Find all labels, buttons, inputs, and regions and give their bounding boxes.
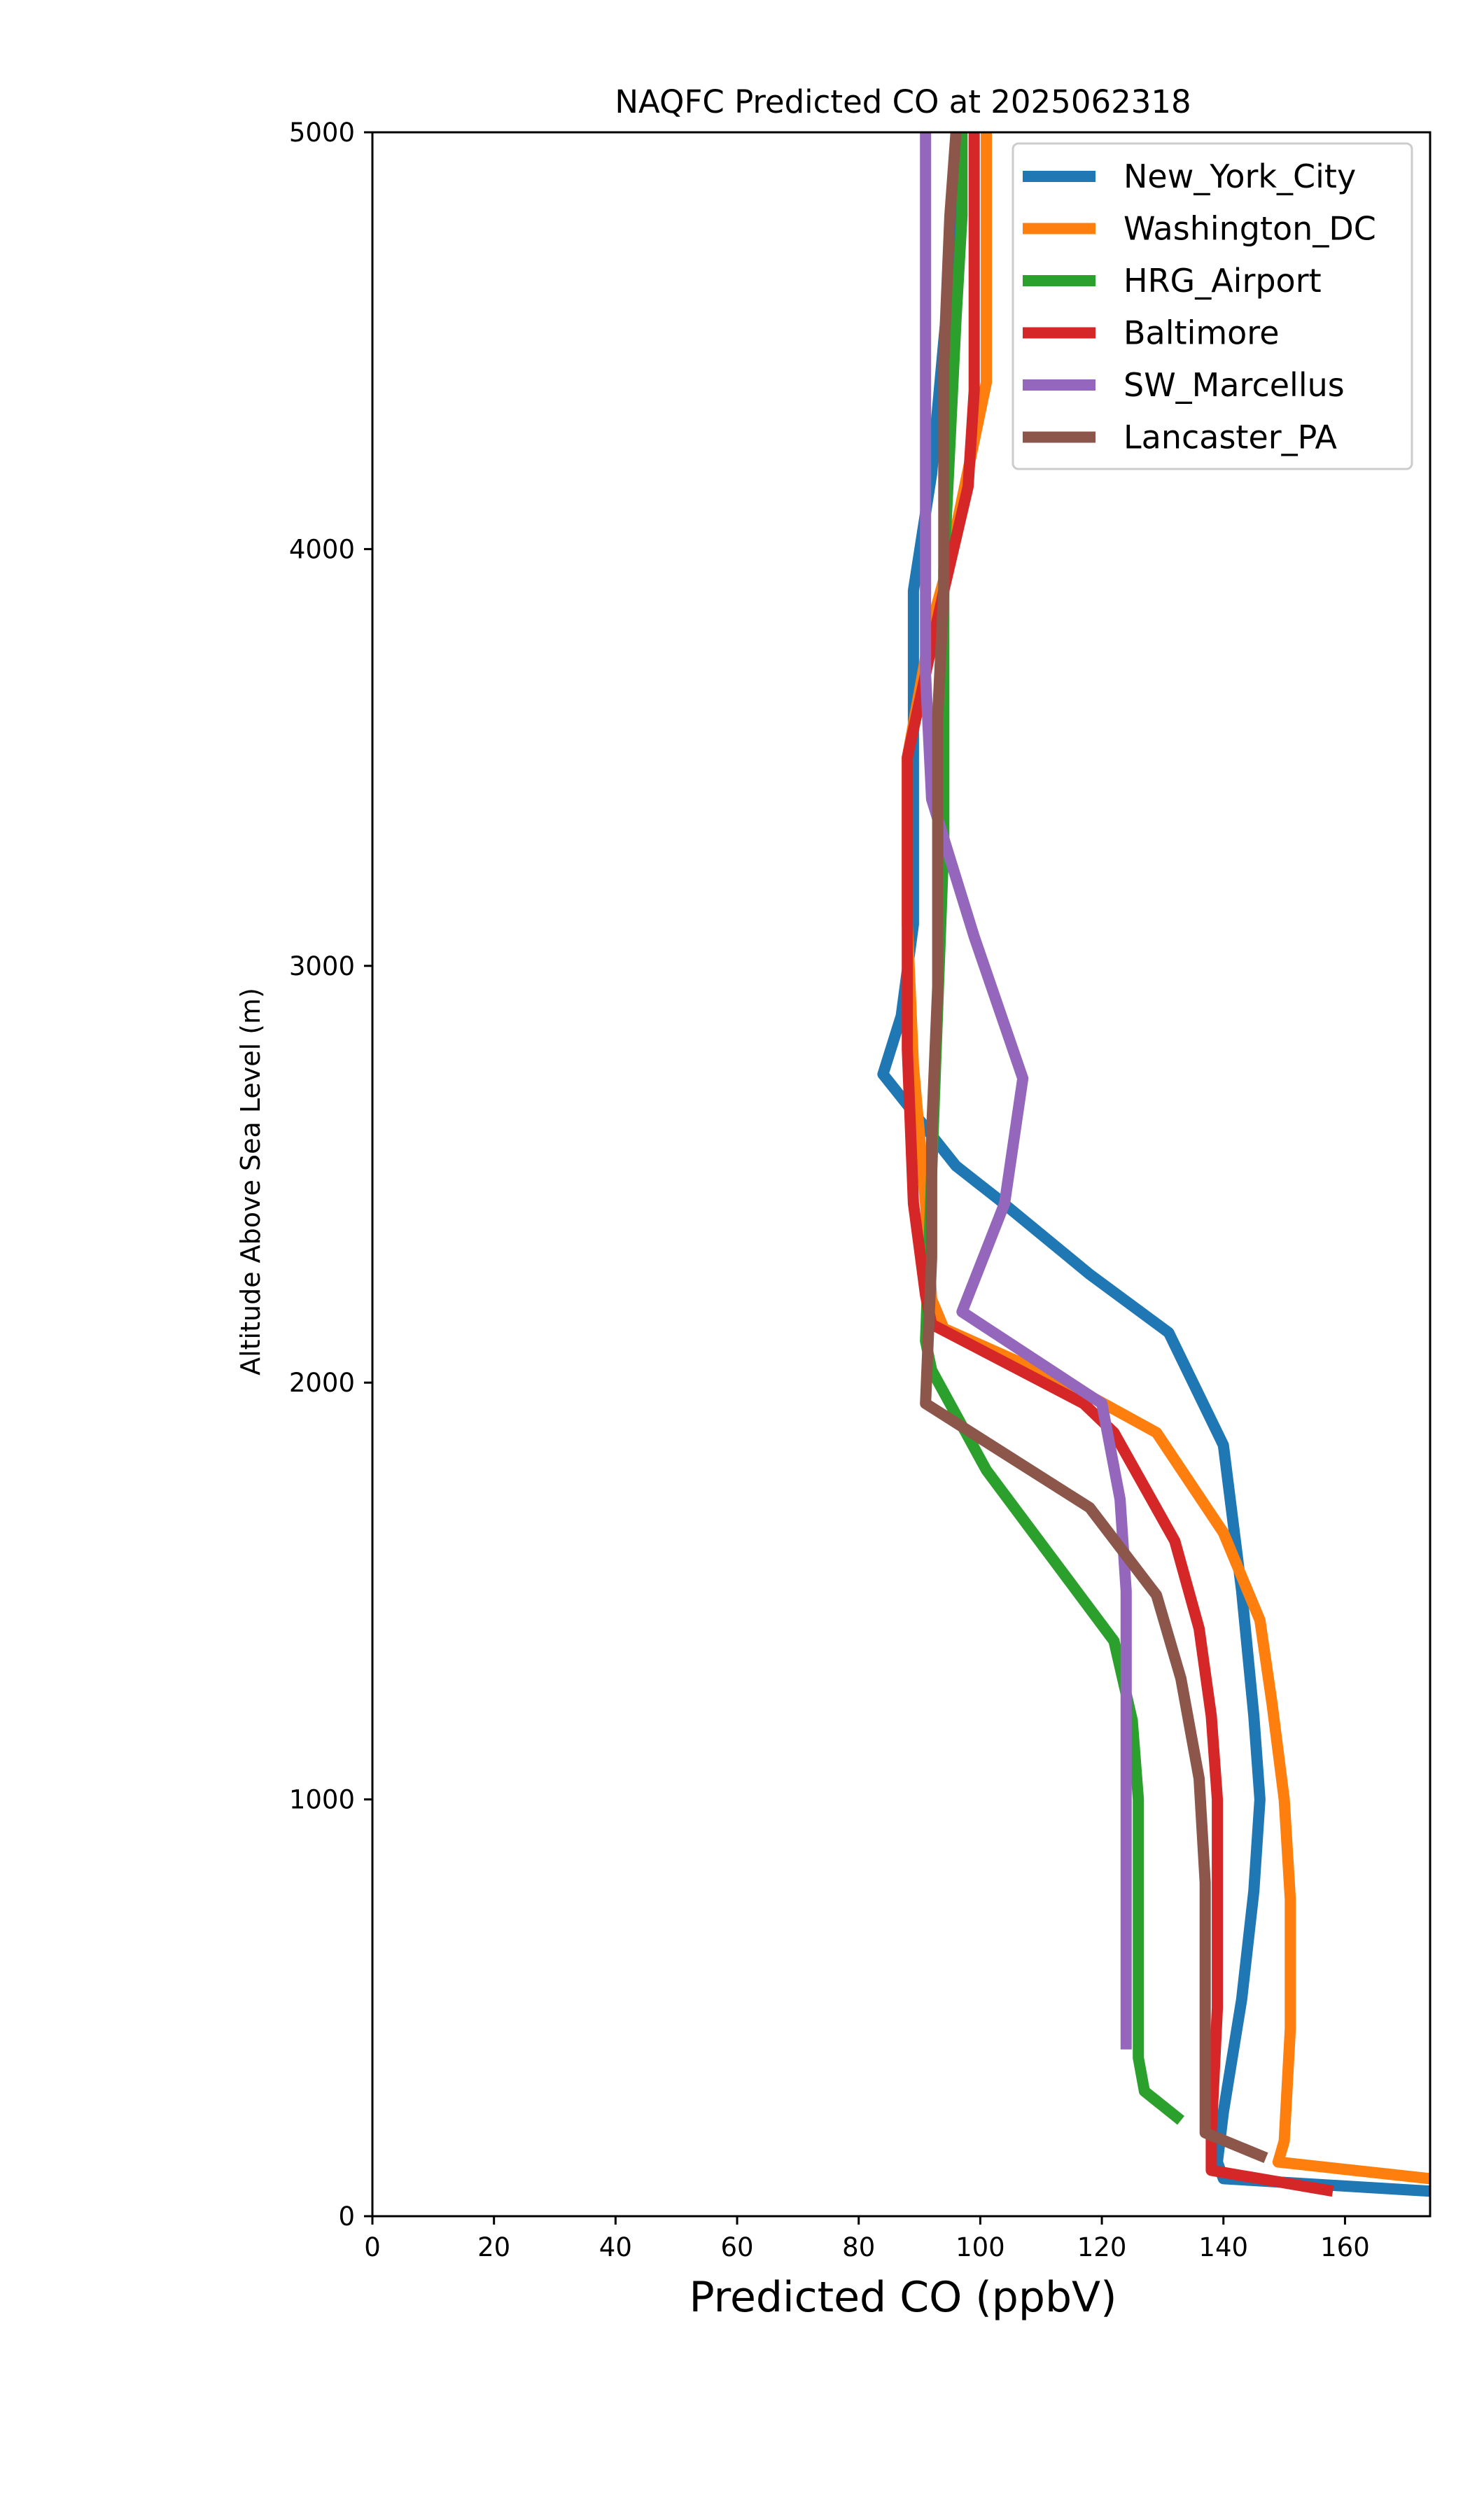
x-tick-label: 0 (364, 2232, 381, 2262)
x-tick-label: 120 (1077, 2232, 1127, 2262)
legend-label: Lancaster_PA (1124, 419, 1337, 456)
series-layer (877, 132, 1430, 2197)
y-tick-label: 0 (338, 2202, 355, 2232)
x-tick-label: 60 (720, 2232, 753, 2262)
series-line-new-york-city (877, 132, 1430, 2197)
y-tick-label: 1000 (289, 1785, 355, 1815)
x-tick-label: 80 (842, 2232, 875, 2262)
legend: New_York_City Washington_DC HRG_Airport Bal… (1011, 142, 1413, 470)
x-tick-label: 140 (1198, 2232, 1248, 2262)
series-line-sw-marcellus (920, 132, 1132, 2050)
x-tick-label: 160 (1320, 2232, 1370, 2262)
y-tick-label: 2000 (289, 1368, 355, 1398)
y-axis-ticks: 0 1000 2000 3000 4000 5000 (289, 118, 372, 2232)
plot-frame (371, 131, 1432, 2218)
legend-label: HRG_Airport (1124, 262, 1322, 300)
y-tick-label: 5000 (289, 118, 355, 148)
x-axis-ticks: 0 20 40 60 80 100 120 140 160 (364, 2216, 1370, 2262)
y-tick-label: 4000 (289, 534, 355, 564)
x-tick-label: 100 (955, 2232, 1005, 2262)
x-tick-label: 20 (477, 2232, 510, 2262)
legend-label: Baltimore (1124, 314, 1280, 352)
legend-box (1011, 142, 1413, 470)
legend-label: SW_Marcellus (1124, 366, 1345, 404)
chart-title: NAQFC Predicted CO at 2025062318 (615, 83, 1191, 120)
x-axis-label: Predicted CO (ppbV) (689, 2273, 1116, 2322)
y-axis-label: Altitude Above Sea Level (m) (235, 988, 266, 1376)
x-tick-label: 40 (599, 2232, 632, 2262)
legend-label: New_York_City (1124, 158, 1356, 195)
series-line-lancaster-pa (920, 132, 1268, 2163)
legend-label: Washington_DC (1124, 210, 1376, 248)
y-tick-label: 3000 (289, 951, 355, 981)
